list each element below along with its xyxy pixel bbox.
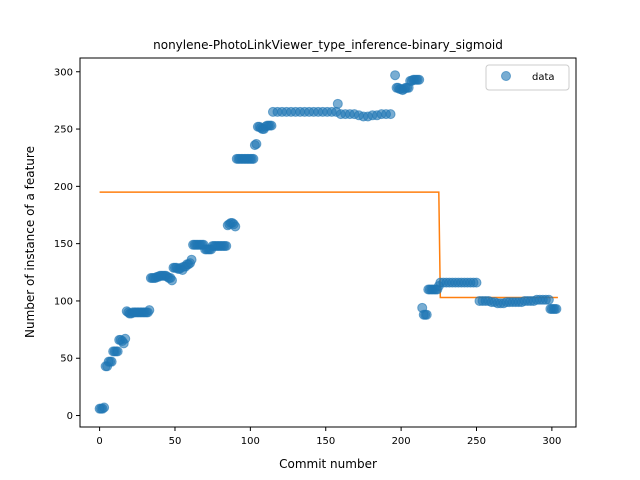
data-point — [248, 153, 259, 164]
x-tick-label: 100 — [241, 436, 260, 447]
x-tick-label: 300 — [542, 436, 561, 447]
data-point — [332, 98, 343, 109]
y-tick-label: 200 — [54, 182, 73, 193]
data-point — [186, 254, 197, 265]
data-point — [385, 109, 396, 120]
y-tick-label: 100 — [54, 296, 73, 307]
y-tick-label: 150 — [54, 239, 73, 250]
y-axis-label: Number of instance of a feature — [23, 146, 37, 338]
legend-box — [485, 64, 570, 91]
data-point — [99, 402, 110, 413]
legend-label: data — [532, 72, 555, 83]
data-point — [543, 294, 554, 305]
x-axis-ticks: 0 50 100 150 200 250 300 — [96, 427, 561, 447]
y-tick-label: 50 — [60, 354, 73, 365]
data-point — [144, 305, 155, 316]
chart-title: nonylene-PhotoLinkViewer_type_inference-… — [153, 38, 503, 52]
legend: data — [485, 64, 570, 91]
data-point — [251, 138, 262, 149]
data-point — [112, 346, 123, 357]
x-tick-label: 0 — [96, 436, 102, 447]
data-points — [94, 70, 562, 414]
axes-frame — [79, 57, 577, 428]
y-axis-ticks: 0 50 100 150 200 250 300 — [54, 67, 80, 422]
y-tick-label: 300 — [54, 67, 73, 78]
fit-line — [99, 191, 558, 299]
y-tick-label: 0 — [67, 411, 73, 422]
x-tick-label: 250 — [467, 436, 486, 447]
data-point — [471, 277, 482, 288]
x-tick-label: 200 — [392, 436, 411, 447]
fit-line-group — [99, 191, 558, 299]
data-point — [120, 333, 131, 344]
data-point — [414, 74, 425, 85]
legend-marker — [501, 71, 511, 81]
data-point — [266, 120, 277, 131]
y-tick-label: 250 — [54, 125, 73, 136]
data-point — [551, 303, 562, 314]
data-point — [221, 240, 232, 251]
data-point — [421, 309, 432, 320]
x-tick-label: 150 — [316, 436, 335, 447]
data-point — [390, 70, 401, 81]
x-tick-label: 50 — [169, 436, 182, 447]
x-axis-label: Commit number — [279, 457, 377, 471]
data-point — [106, 356, 117, 367]
data-point — [230, 221, 241, 232]
data-point — [166, 275, 177, 286]
